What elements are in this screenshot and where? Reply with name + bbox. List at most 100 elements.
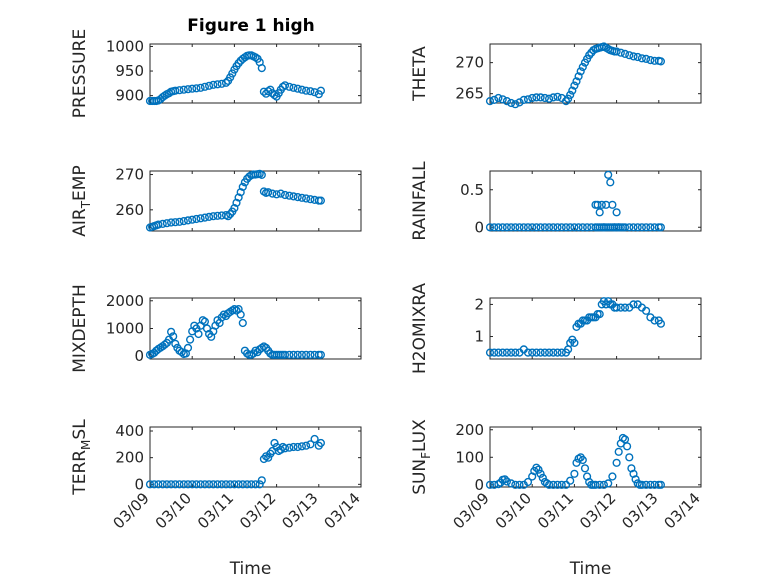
data-point bbox=[536, 348, 545, 357]
axes-frame bbox=[489, 426, 702, 488]
data-point bbox=[532, 348, 541, 357]
subplot-air-temp: 260 270 AIRTEMP bbox=[70, 165, 362, 237]
data-point bbox=[270, 438, 279, 448]
x-axis-label: Time bbox=[229, 559, 272, 579]
data-point bbox=[236, 188, 245, 197]
data-point bbox=[179, 480, 188, 489]
data-point bbox=[236, 310, 245, 319]
y-axis-label: RAINFALL bbox=[410, 161, 430, 241]
data-point bbox=[498, 223, 507, 232]
data-point bbox=[540, 348, 550, 357]
data-point bbox=[224, 212, 233, 221]
data-point bbox=[171, 218, 180, 227]
x-tick-label: 03/14 bbox=[321, 489, 364, 532]
data-point bbox=[502, 348, 512, 357]
subplot-theta: 265 270 THETA bbox=[410, 42, 702, 109]
data-point bbox=[293, 442, 302, 452]
data-point bbox=[566, 90, 575, 100]
data-point bbox=[629, 223, 638, 232]
data-point bbox=[557, 480, 566, 489]
data-point bbox=[171, 339, 180, 348]
data-point bbox=[160, 340, 169, 349]
data-point bbox=[612, 303, 621, 312]
data-point bbox=[578, 223, 587, 232]
data-point bbox=[177, 348, 186, 357]
data-point bbox=[572, 77, 581, 86]
data-point bbox=[528, 93, 537, 103]
data-point bbox=[536, 469, 545, 478]
data-point bbox=[175, 217, 184, 226]
data-point bbox=[616, 48, 625, 57]
data-point bbox=[616, 303, 625, 312]
figure-title: Figure 1 high bbox=[187, 16, 315, 36]
data-point bbox=[614, 447, 623, 456]
data-point bbox=[612, 47, 621, 56]
data-point bbox=[597, 200, 606, 209]
axes-frame bbox=[149, 426, 362, 488]
data-point bbox=[532, 223, 541, 232]
data-point bbox=[498, 348, 507, 357]
data-point bbox=[553, 480, 562, 489]
data-point bbox=[532, 93, 541, 102]
data-point bbox=[515, 480, 524, 489]
data-point bbox=[549, 223, 558, 232]
data-point bbox=[637, 480, 647, 489]
data-point bbox=[641, 223, 651, 232]
data-point bbox=[280, 444, 290, 453]
data-point bbox=[316, 86, 326, 95]
data-point bbox=[285, 350, 294, 359]
data-point bbox=[656, 319, 666, 328]
data-point bbox=[213, 211, 222, 220]
data-point bbox=[570, 338, 579, 348]
data-point bbox=[629, 52, 638, 61]
x-tick-label: 03/13 bbox=[278, 489, 321, 532]
data-point bbox=[494, 223, 503, 232]
data-point bbox=[523, 223, 533, 232]
data-point bbox=[507, 479, 516, 488]
data-point bbox=[285, 191, 294, 200]
data-point bbox=[221, 480, 231, 489]
data-point bbox=[549, 348, 558, 357]
data-point bbox=[536, 223, 545, 232]
data-point bbox=[183, 343, 193, 353]
data-point bbox=[625, 223, 634, 232]
y-axis-label: TERRMSL bbox=[70, 419, 93, 496]
data-point bbox=[566, 223, 575, 232]
data-point bbox=[641, 306, 651, 315]
data-point bbox=[534, 465, 543, 474]
data-point bbox=[591, 480, 600, 489]
data-point bbox=[302, 350, 311, 359]
x-tick-label: 03/10 bbox=[492, 489, 535, 532]
data-point bbox=[490, 95, 499, 105]
data-point bbox=[622, 442, 632, 451]
data-point bbox=[490, 348, 499, 357]
data-point bbox=[610, 223, 619, 232]
data-point bbox=[154, 480, 163, 489]
data-point bbox=[633, 52, 642, 62]
data-point bbox=[297, 85, 307, 94]
data-point bbox=[574, 223, 583, 232]
data-point bbox=[162, 480, 172, 489]
data-point bbox=[257, 170, 266, 180]
y-axis-label: AIRTEMP bbox=[70, 165, 93, 236]
data-point bbox=[544, 223, 554, 232]
data-point bbox=[205, 81, 214, 90]
data-point bbox=[302, 86, 311, 95]
data-point bbox=[280, 81, 290, 90]
data-point bbox=[179, 217, 188, 226]
data-point bbox=[213, 80, 222, 89]
data-point bbox=[612, 458, 621, 467]
x-tick-label: 03/11 bbox=[194, 489, 237, 532]
data-point bbox=[234, 193, 243, 202]
data-point bbox=[494, 93, 503, 103]
x-tick-label: 03/09 bbox=[110, 489, 153, 532]
data-point bbox=[595, 208, 604, 217]
data-point bbox=[570, 223, 579, 232]
y-tick-label: 950 bbox=[115, 62, 144, 80]
data-point bbox=[316, 438, 326, 448]
data-point bbox=[523, 95, 533, 104]
data-point bbox=[192, 84, 201, 93]
data-point bbox=[302, 194, 311, 203]
data-point bbox=[154, 220, 163, 229]
